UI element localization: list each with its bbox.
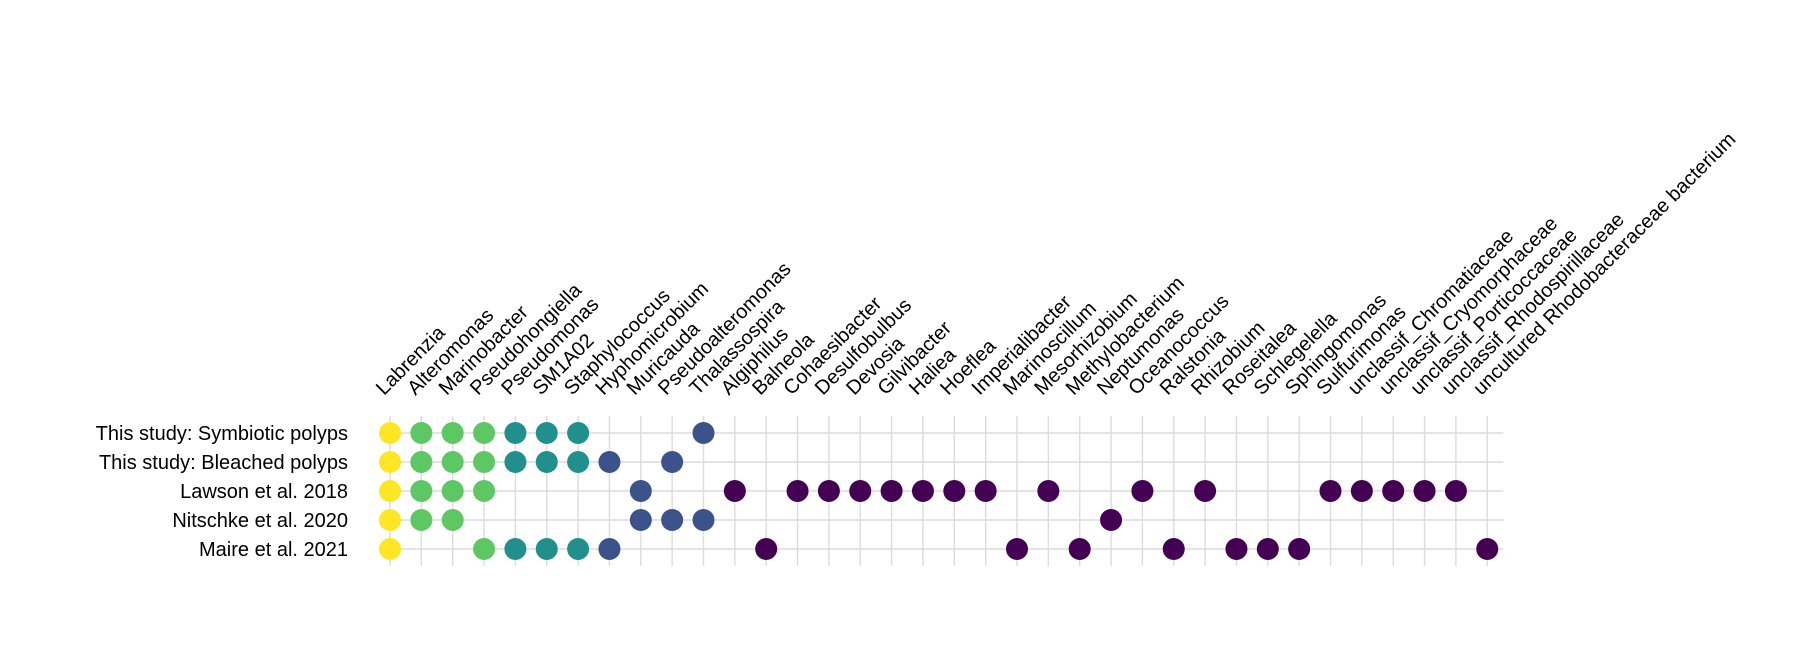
data-point bbox=[504, 422, 527, 444]
y-tick-label: Lawson et al. 2018 bbox=[180, 481, 348, 503]
y-tick-label: This study: Symbiotic polyps bbox=[96, 423, 348, 445]
data-point bbox=[1256, 538, 1279, 560]
data-point bbox=[567, 451, 590, 473]
data-point bbox=[410, 509, 433, 531]
y-axis-tick-labels: This study: Symbiotic polyps This study: … bbox=[96, 423, 348, 561]
data-point bbox=[473, 480, 496, 502]
data-point bbox=[379, 538, 401, 560]
data-point bbox=[567, 538, 590, 560]
data-point bbox=[535, 422, 558, 444]
data-point bbox=[1100, 509, 1123, 531]
data-point bbox=[535, 538, 558, 560]
data-point bbox=[817, 480, 840, 502]
data-point bbox=[1476, 538, 1499, 560]
data-point bbox=[943, 480, 966, 502]
data-point bbox=[504, 538, 527, 560]
data-point bbox=[692, 422, 715, 444]
data-point bbox=[723, 480, 746, 502]
data-point bbox=[473, 538, 496, 560]
data-point bbox=[379, 509, 401, 531]
data-point bbox=[974, 480, 997, 502]
y-tick-label: This study: Bleached polyps bbox=[99, 452, 348, 474]
data-point bbox=[661, 509, 684, 531]
data-point bbox=[473, 451, 496, 473]
data-point bbox=[1350, 480, 1373, 502]
data-point bbox=[441, 509, 464, 531]
data-point bbox=[379, 480, 401, 502]
data-point bbox=[629, 509, 652, 531]
data-point bbox=[535, 451, 558, 473]
x-axis-tick-labels: LabrenziaAlteromonasMarinobacterPseudoho… bbox=[372, 128, 1740, 399]
data-point bbox=[441, 451, 464, 473]
data-point bbox=[1413, 480, 1436, 502]
data-point bbox=[849, 480, 872, 502]
data-point bbox=[1382, 480, 1405, 502]
data-point bbox=[1006, 538, 1028, 560]
data-point bbox=[567, 422, 590, 444]
data-point bbox=[473, 422, 496, 444]
data-point bbox=[786, 480, 809, 502]
data-point bbox=[1037, 480, 1060, 502]
data-point bbox=[1225, 538, 1248, 560]
data-points bbox=[379, 422, 1499, 560]
data-point bbox=[410, 451, 433, 473]
data-point bbox=[1319, 480, 1342, 502]
data-point bbox=[1068, 538, 1091, 560]
data-point bbox=[441, 480, 464, 502]
data-point bbox=[598, 451, 621, 473]
data-point bbox=[1162, 538, 1185, 560]
data-point bbox=[911, 480, 934, 502]
data-point bbox=[880, 480, 903, 502]
data-point bbox=[629, 480, 652, 502]
data-point bbox=[441, 422, 464, 444]
data-point bbox=[379, 422, 401, 444]
data-point bbox=[410, 480, 433, 502]
data-point bbox=[598, 538, 621, 560]
data-point bbox=[1194, 480, 1217, 502]
y-tick-label: Maire et al. 2021 bbox=[199, 539, 348, 561]
y-tick-label: Nitschke et al. 2020 bbox=[172, 510, 348, 532]
data-point bbox=[1131, 480, 1154, 502]
data-point bbox=[1444, 480, 1467, 502]
data-point bbox=[1288, 538, 1311, 560]
data-point bbox=[379, 451, 401, 473]
data-point bbox=[661, 451, 684, 473]
data-point bbox=[410, 422, 433, 444]
data-point bbox=[692, 509, 715, 531]
data-point bbox=[504, 451, 527, 473]
data-point bbox=[755, 538, 778, 560]
